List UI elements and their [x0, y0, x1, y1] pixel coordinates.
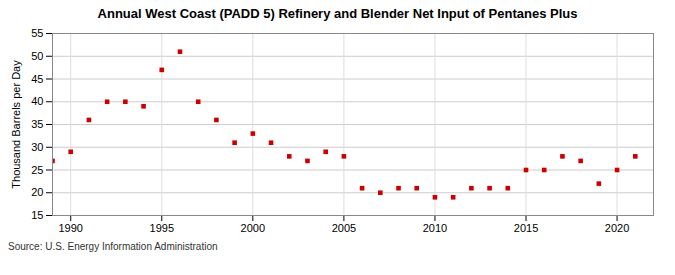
- svg-text:2015: 2015: [514, 222, 538, 234]
- svg-text:2020: 2020: [605, 222, 629, 234]
- svg-text:30: 30: [31, 141, 43, 153]
- svg-text:25: 25: [31, 164, 43, 176]
- svg-text:55: 55: [31, 27, 43, 39]
- svg-text:2005: 2005: [332, 222, 356, 234]
- svg-text:2010: 2010: [423, 222, 447, 234]
- svg-text:2000: 2000: [241, 222, 265, 234]
- html-text:Source: U.S. Energy Informatio: Source: U.S. Energy Information Administ…: [8, 241, 218, 252]
- svg-text:1990: 1990: [58, 222, 82, 234]
- svg-text:15: 15: [31, 209, 43, 221]
- html-text:Annual West Coast (PADD 5) Ref: Annual West Coast (PADD 5) Refinery and …: [97, 6, 578, 21]
- svg-text:40: 40: [31, 95, 43, 107]
- svg-text:20: 20: [31, 186, 43, 198]
- svg-text:45: 45: [31, 73, 43, 85]
- svg-text:50: 50: [31, 50, 43, 62]
- svg-text:Thousand Barrels per Day: Thousand Barrels per Day: [10, 60, 22, 189]
- svg-text:35: 35: [31, 118, 43, 130]
- svg-text:1995: 1995: [150, 222, 174, 234]
